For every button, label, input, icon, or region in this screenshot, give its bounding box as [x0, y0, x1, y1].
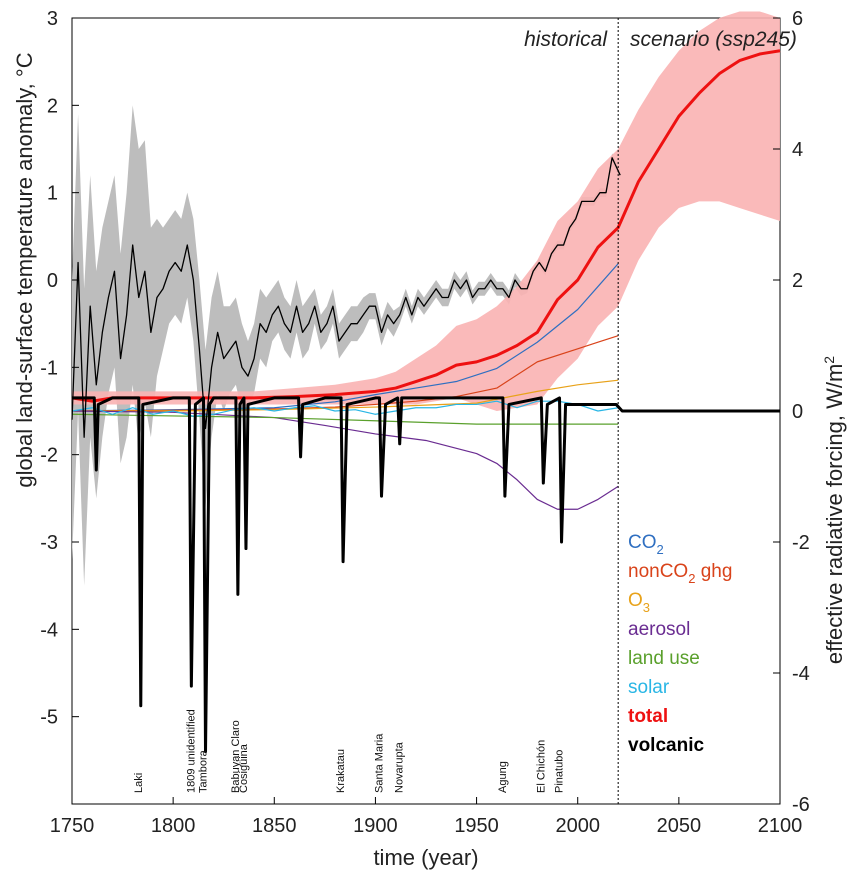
legend-entry: volcanic — [628, 735, 704, 756]
x-tick-label: 1950 — [454, 815, 499, 837]
x-tick-label: 1850 — [252, 815, 297, 837]
volcano-label: Santa Maria — [373, 733, 385, 793]
volcano-label: Agung — [497, 761, 509, 793]
y-right-tick-label: 2 — [792, 270, 803, 292]
volcano-label: Laki — [133, 773, 145, 793]
y-right-tick-label: -2 — [792, 532, 810, 554]
y-axis-right-title: effective radiative forcing, W/m2 — [821, 356, 847, 664]
volcano-label: El Chichón — [535, 740, 547, 793]
x-tick-label: 1900 — [353, 815, 398, 837]
legend-entry-label: total — [628, 706, 668, 727]
x-axis-title: time (year) — [373, 845, 478, 870]
legend-entry-subscript: 3 — [643, 600, 650, 615]
forcing-line-volcanic — [72, 396, 780, 754]
legend-entry-subscript: 2 — [657, 542, 664, 557]
legend-entry: total — [628, 706, 668, 727]
y-left-tick-label: -1 — [40, 357, 58, 379]
series-lines — [71, 49, 781, 754]
y-left-tick-label: -4 — [40, 619, 58, 641]
x-tick-label: 2000 — [555, 815, 600, 837]
y-left-tick-label: 3 — [47, 8, 58, 30]
legend-entry: solar — [628, 677, 670, 698]
y-right-tick-label: 6 — [792, 8, 803, 30]
volcano-labels: Laki 1809 unidentified Tambora Babuyan Clar… — [133, 709, 566, 793]
y-left-tick-label: 0 — [47, 270, 58, 292]
x-tick-label: 1800 — [151, 815, 196, 837]
legend-entry-label: nonCO — [628, 561, 688, 582]
y-axis-left-title: global land-surface temperature anomaly,… — [12, 52, 37, 487]
y-left-tick-label: -5 — [40, 707, 58, 729]
legend-entry-label: CO — [628, 532, 657, 553]
y-right-tick-label: -6 — [792, 794, 810, 816]
y-right-tick-label: 4 — [792, 139, 803, 161]
volcano-label: Pinatubo — [554, 750, 566, 793]
y-left-tick-label: -3 — [40, 532, 58, 554]
period-label-historical: historical — [524, 28, 608, 51]
axis-ticks: 1750 1800 1850 1900 1950 2000 2050 2100 3 2 1 0 -1 -2… — [40, 8, 810, 837]
legend-entry: aerosol — [628, 619, 690, 640]
legend-entry-label: solar — [628, 677, 670, 698]
legend-entry-label: land use — [628, 648, 700, 669]
forcing-line-solar — [71, 400, 619, 417]
volcano-label: 1809 unidentified — [185, 709, 197, 793]
uncertainty-bands — [72, 11, 780, 586]
y-left-tick-label: 1 — [47, 183, 58, 205]
x-tick-label: 2050 — [657, 815, 702, 837]
legend-entry: nonCO2 ghg — [628, 561, 732, 586]
period-label-scenario: scenario (ssp245) — [630, 28, 797, 51]
y-left-tick-label: 2 — [47, 95, 58, 117]
legend-entry-subscript: 2 — [688, 571, 695, 586]
legend-entry-tail: ghg — [695, 561, 732, 582]
forcing-line-aerosol — [71, 410, 619, 510]
y-axis-right-title-text: effective radiative forcing, W/m — [822, 364, 847, 664]
legend-entry: CO2 — [628, 532, 664, 557]
y-right-tick-label: 0 — [792, 401, 803, 423]
y-right-tick-label: -4 — [792, 663, 810, 685]
legend-entry-label: volcanic — [628, 735, 704, 756]
volcano-label: Tambora — [197, 749, 209, 793]
volcano-label: Cosigüina — [238, 743, 250, 793]
legend-entry-label: O — [628, 590, 643, 611]
forcing-line-land-use — [71, 413, 619, 425]
legend-entry-label: aerosol — [628, 619, 690, 640]
volcano-label: Babuyan Claro — [230, 720, 242, 793]
y-left-tick-label: -2 — [40, 445, 58, 467]
y-axis-right-title-sup: 2 — [821, 356, 837, 364]
legend-entry: land use — [628, 648, 700, 669]
volcano-label: Novarupta — [394, 741, 406, 793]
total-forcing-uncertainty-band — [72, 11, 780, 411]
x-tick-label: 1750 — [50, 815, 95, 837]
temperature-line — [71, 157, 621, 438]
legend-entry: O3 — [628, 590, 650, 615]
volcano-label: Krakatau — [335, 749, 347, 793]
x-tick-label: 2100 — [758, 815, 803, 837]
